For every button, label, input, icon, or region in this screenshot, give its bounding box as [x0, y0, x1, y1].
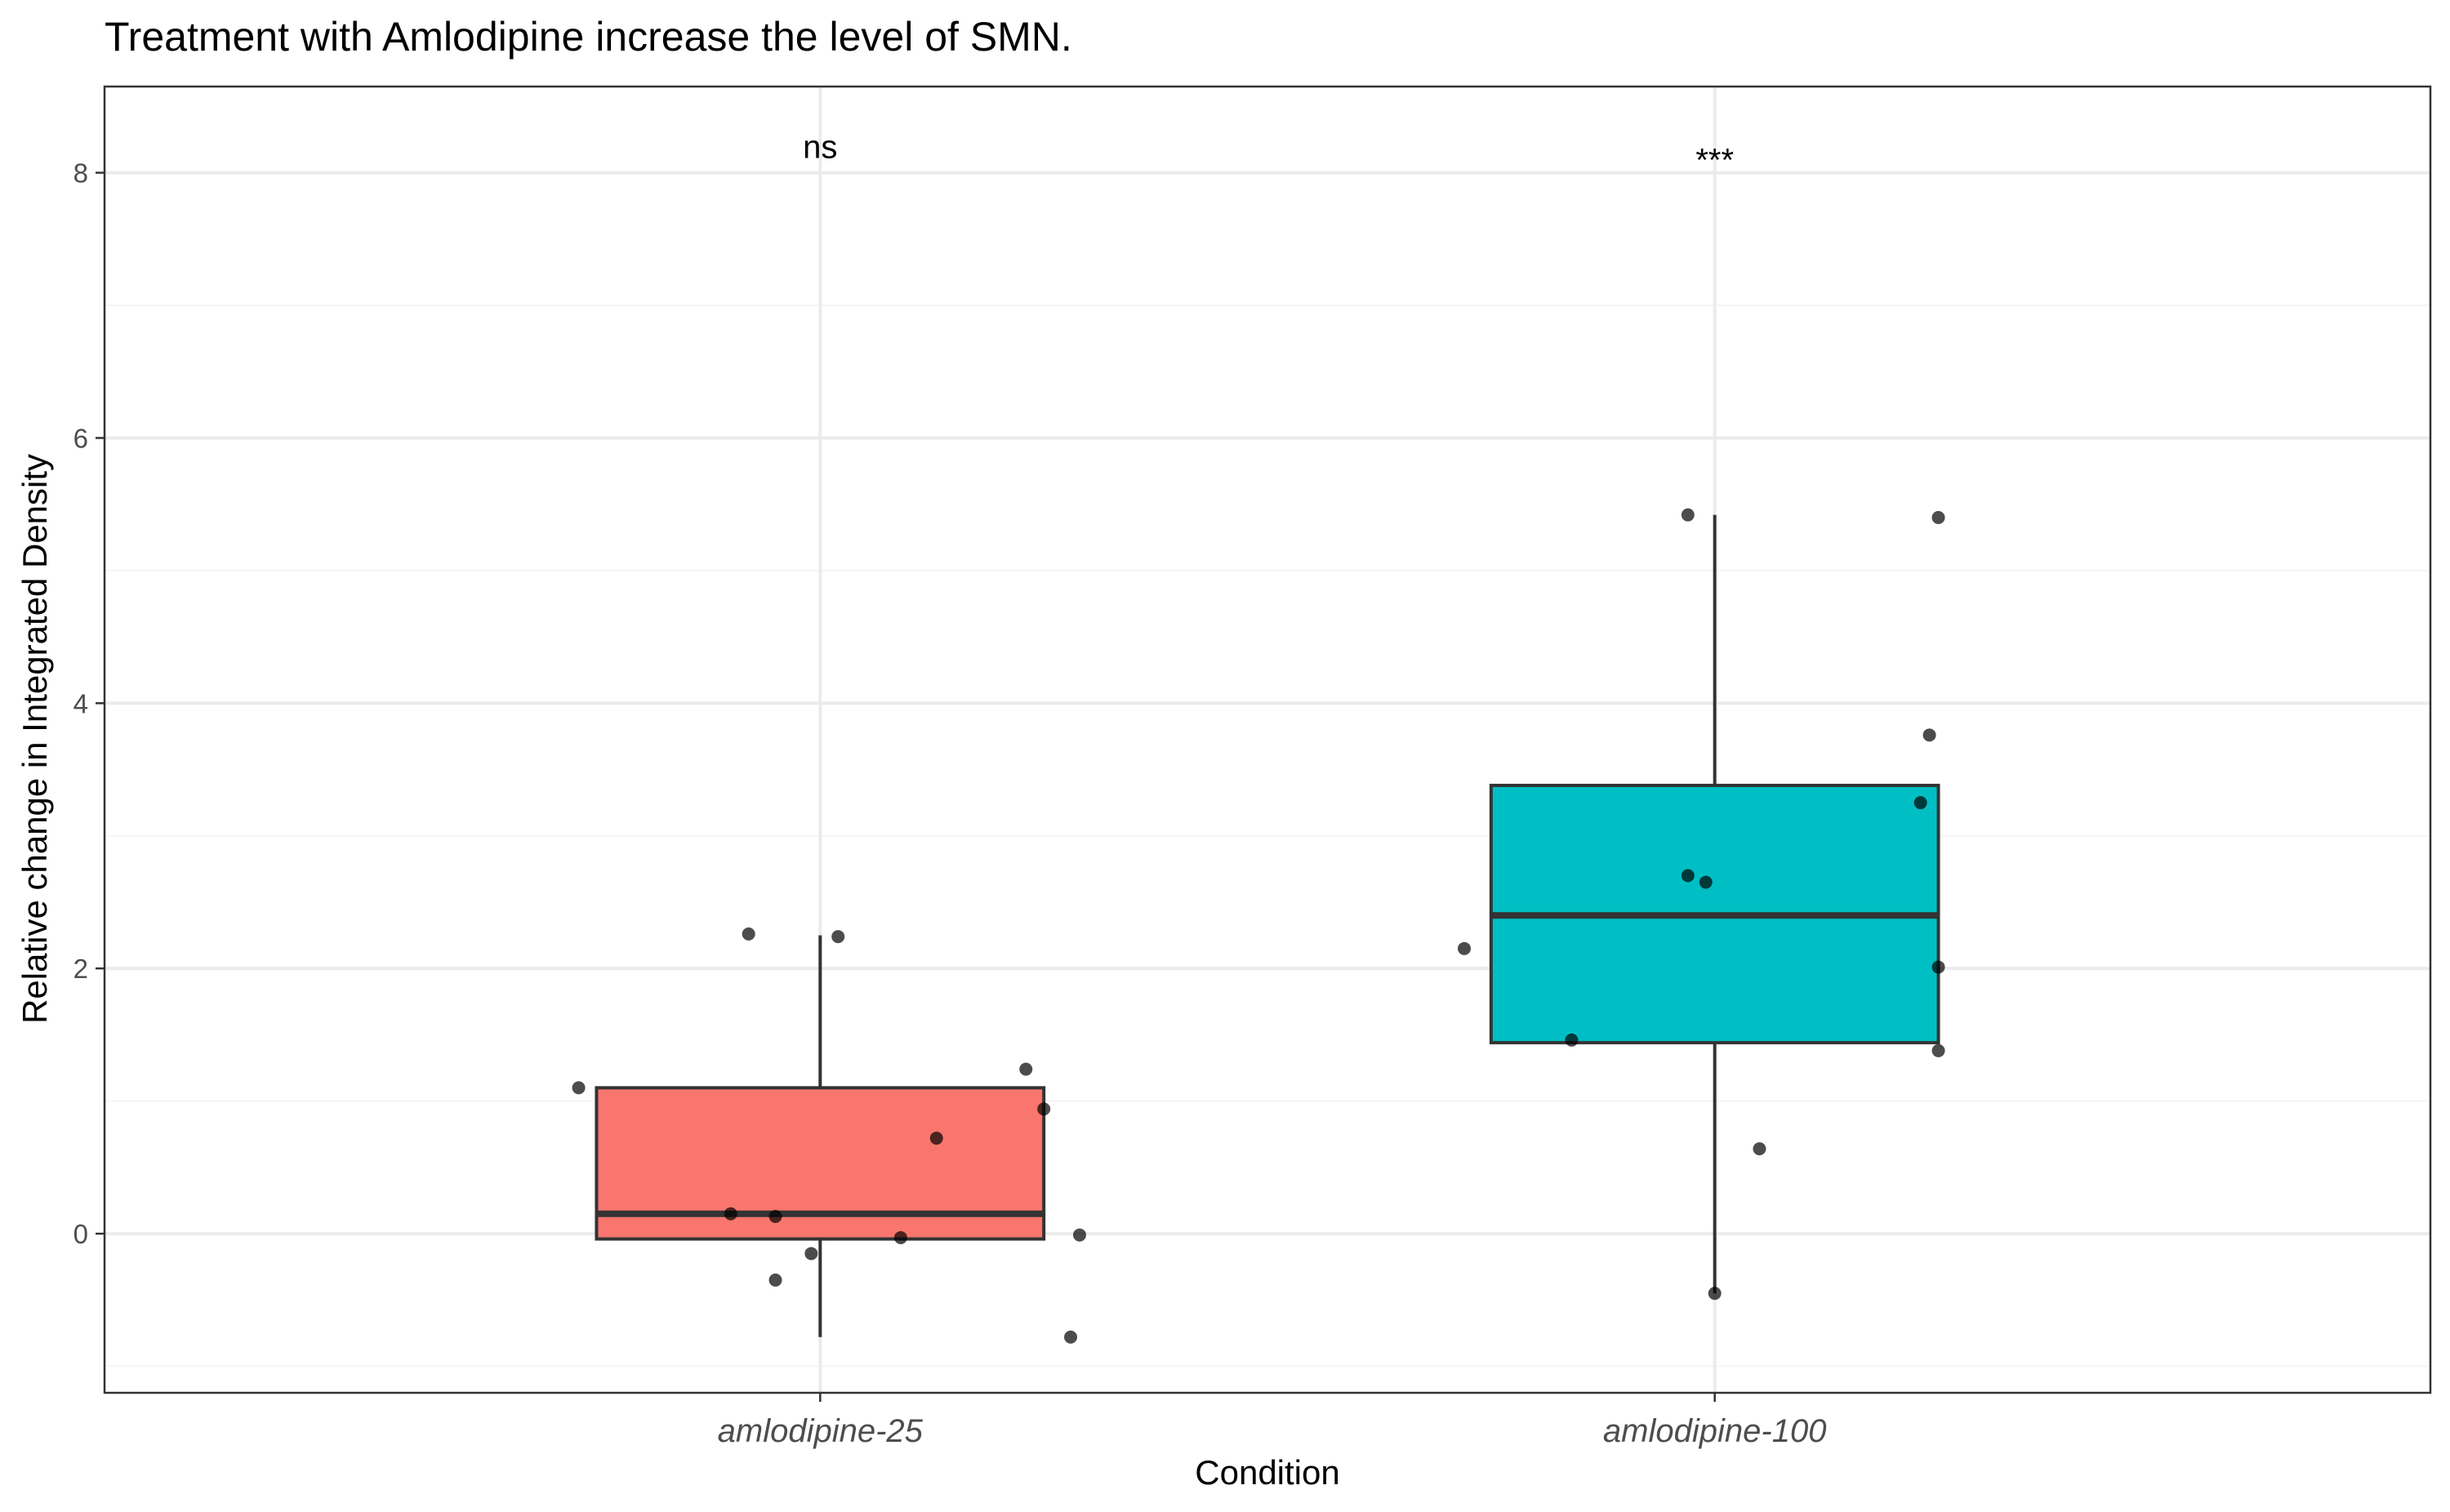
significance-label: ns	[803, 130, 837, 166]
data-point	[929, 1132, 943, 1145]
chart-title: Treatment with Amlodipine increase the l…	[105, 14, 1072, 60]
data-point	[831, 930, 845, 944]
data-point	[768, 1209, 782, 1223]
y-tick-label: 4	[74, 688, 88, 718]
box-amlodipine-100	[1489, 514, 1940, 1294]
y-tick-label: 2	[74, 954, 88, 984]
data-point	[1708, 1287, 1722, 1301]
data-point	[1699, 875, 1713, 889]
y-tick-label: 6	[74, 423, 88, 453]
y-tick-label: 0	[74, 1219, 88, 1249]
data-point	[1931, 510, 1945, 524]
data-point	[893, 1230, 907, 1244]
y-tick-label: 8	[74, 158, 88, 189]
data-point	[572, 1081, 586, 1095]
y-axis-title: Relative change in Integrated Density	[16, 454, 54, 1024]
data-point	[1681, 508, 1695, 522]
data-point	[1922, 728, 1936, 742]
data-point	[1681, 869, 1695, 883]
point-layer	[572, 508, 1945, 1344]
data-point	[1753, 1142, 1766, 1156]
panel-border	[103, 85, 2432, 1394]
x-tick-label: amlodipine-25	[718, 1413, 924, 1449]
data-point	[1064, 1330, 1078, 1344]
data-point	[1457, 941, 1471, 955]
x-axis-title: Condition	[1195, 1453, 1339, 1492]
x-axis: amlodipine-25 amlodipine-100	[718, 1393, 1827, 1449]
significance-label: ***	[1695, 143, 1734, 179]
data-point	[768, 1273, 782, 1287]
data-point	[1913, 796, 1927, 810]
box-amlodipine-25	[595, 935, 1046, 1337]
data-point	[1037, 1102, 1051, 1116]
x-tick-label: amlodipine-100	[1603, 1413, 1827, 1449]
y-axis: 0 2 4 6 8	[74, 158, 105, 1249]
data-point	[1072, 1228, 1086, 1242]
data-point	[724, 1207, 737, 1221]
box-layer	[595, 514, 1940, 1337]
significance-layer: ns ***	[803, 130, 1734, 179]
data-point	[1019, 1062, 1033, 1076]
grid-layer	[105, 87, 2430, 1393]
data-point	[742, 927, 755, 941]
data-point	[804, 1247, 818, 1261]
data-point	[1565, 1033, 1579, 1047]
data-point	[1931, 960, 1945, 974]
data-point	[1931, 1043, 1945, 1057]
